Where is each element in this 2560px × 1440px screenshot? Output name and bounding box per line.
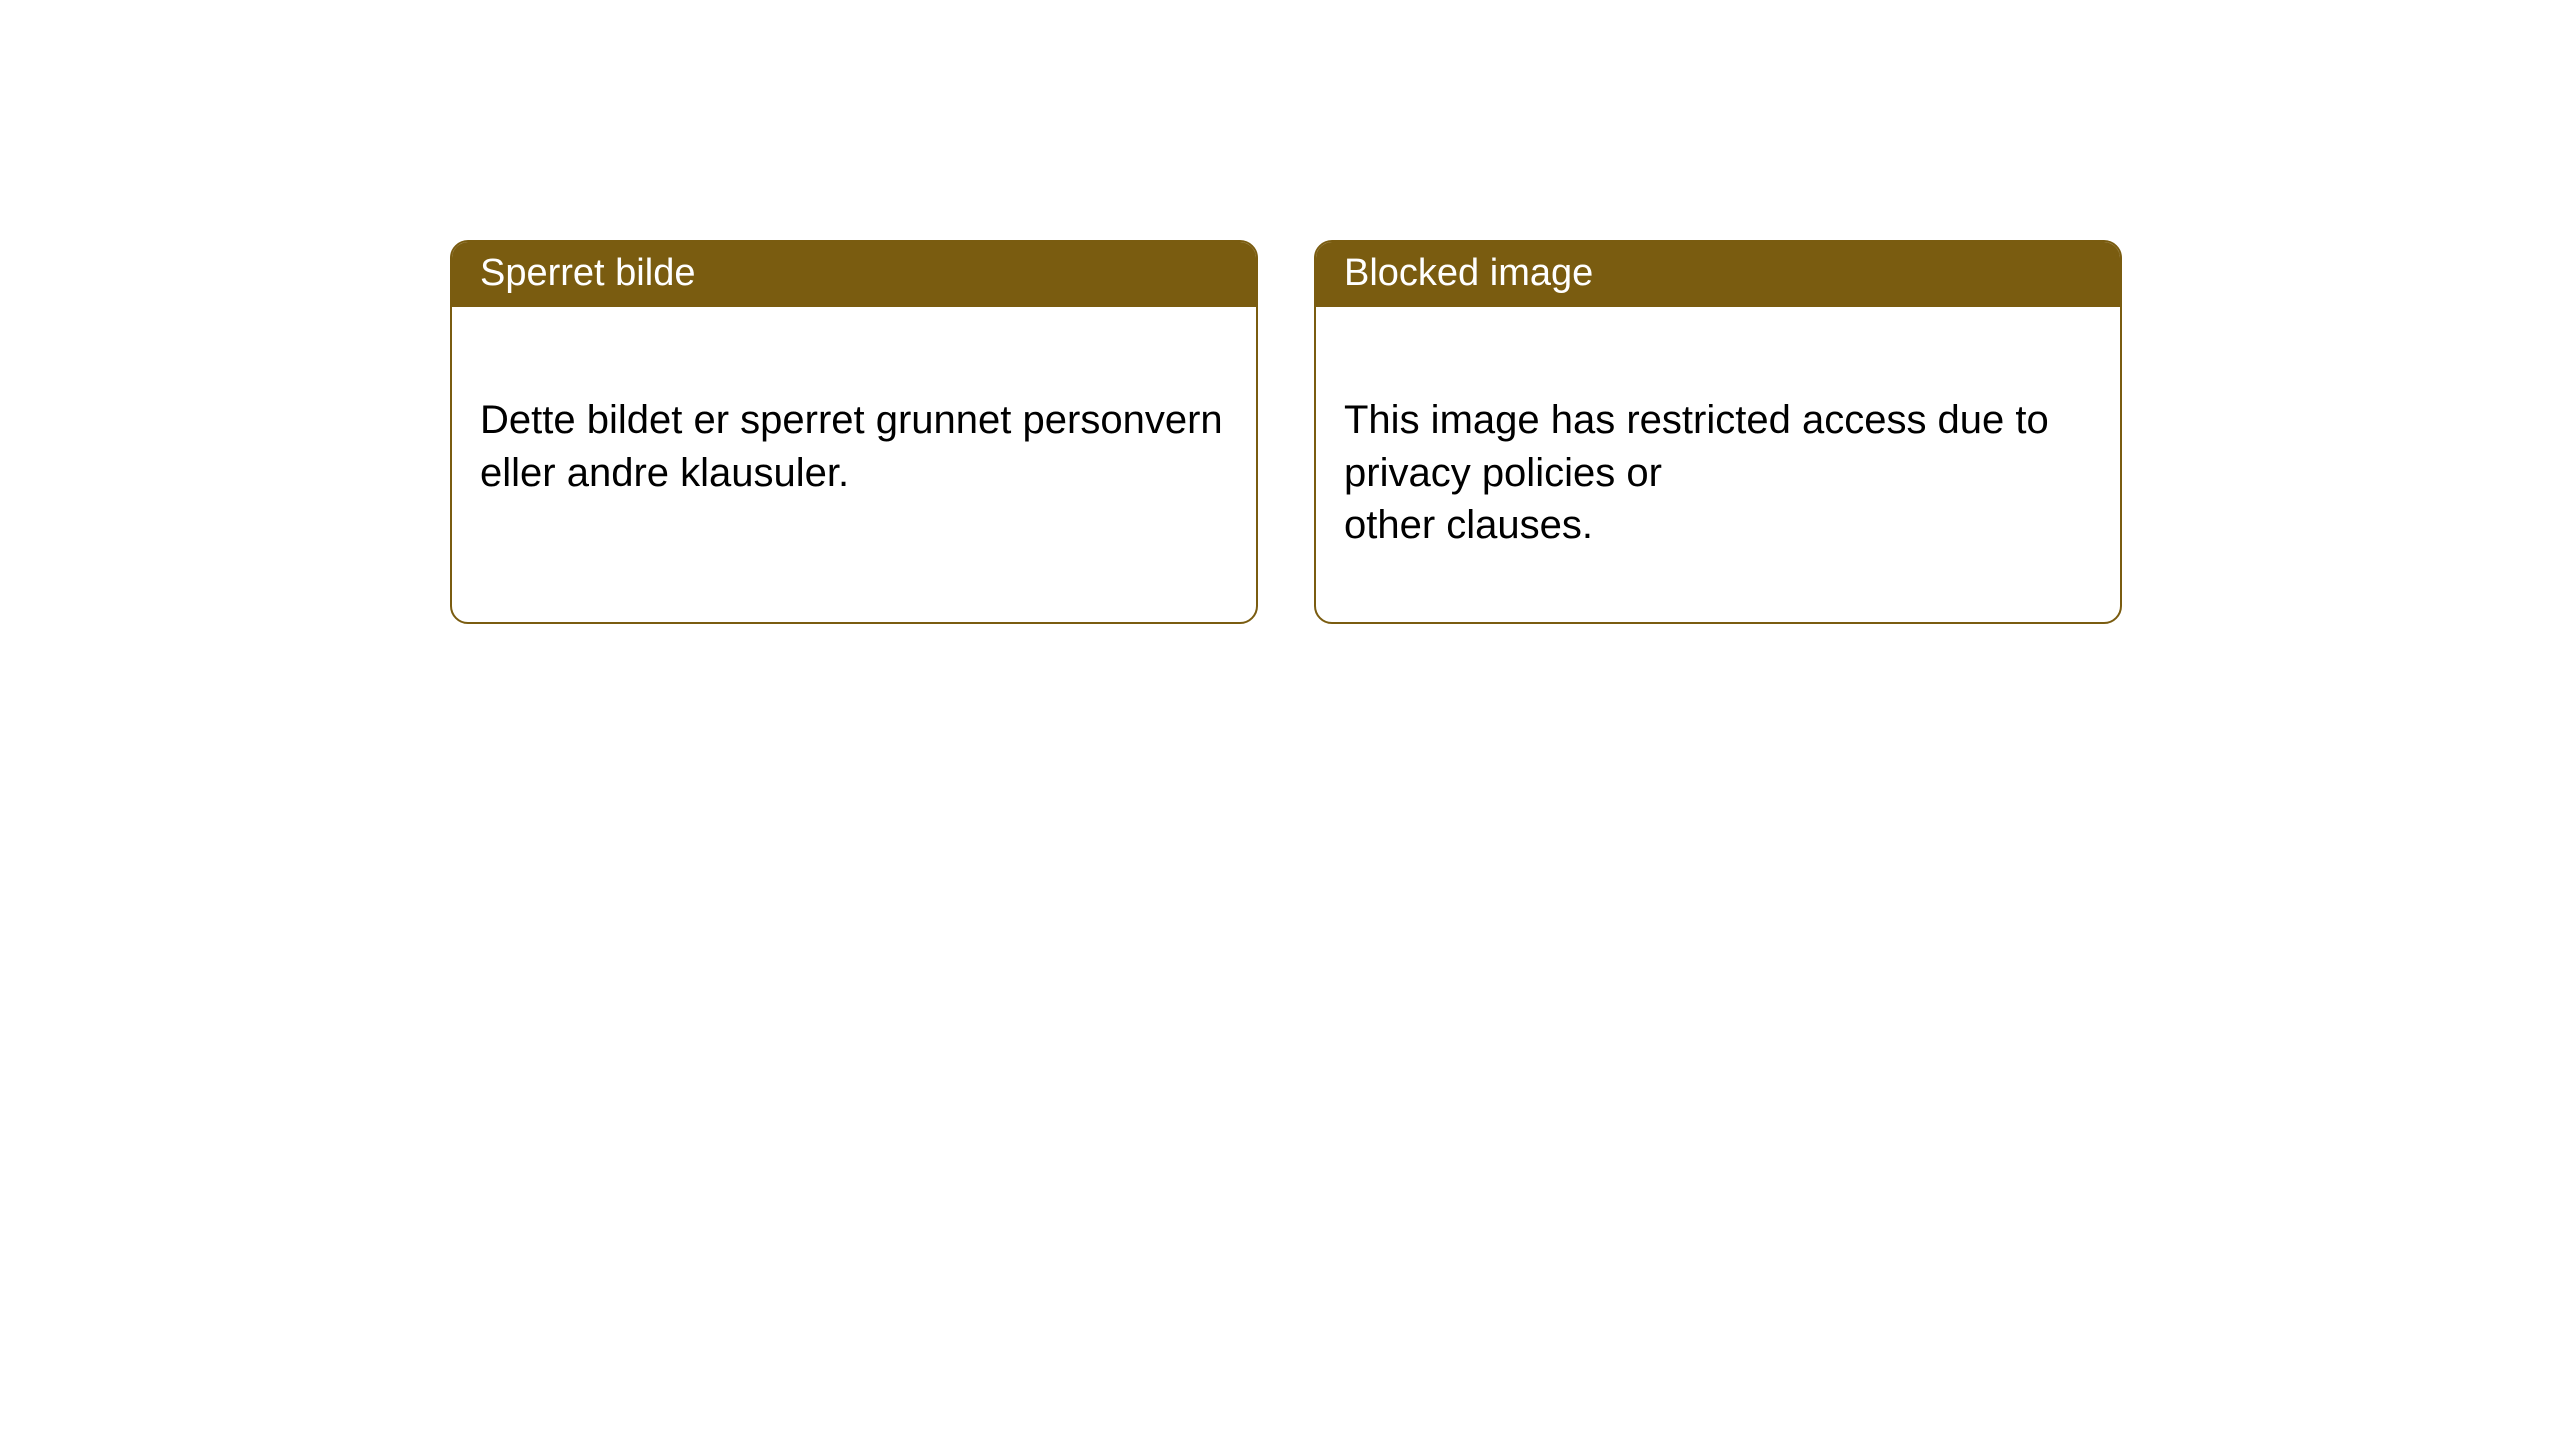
card-message: Dette bildet er sperret grunnet personve… <box>480 398 1223 495</box>
card-message: This image has restricted access due to … <box>1344 398 2049 548</box>
card-title: Blocked image <box>1344 252 1593 294</box>
card-body: Dette bildet er sperret grunnet personve… <box>452 307 1256 569</box>
notice-card-english: Blocked image This image has restricted … <box>1314 240 2122 624</box>
card-header: Sperret bilde <box>452 242 1256 307</box>
card-body: This image has restricted access due to … <box>1316 307 2120 622</box>
notice-cards-container: Sperret bilde Dette bildet er sperret gr… <box>0 0 2560 624</box>
notice-card-norwegian: Sperret bilde Dette bildet er sperret gr… <box>450 240 1258 624</box>
card-header: Blocked image <box>1316 242 2120 307</box>
card-title: Sperret bilde <box>480 252 695 294</box>
